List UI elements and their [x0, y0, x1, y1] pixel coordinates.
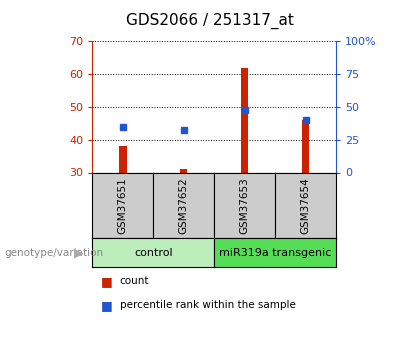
Text: GSM37652: GSM37652 — [179, 177, 189, 234]
Text: ■: ■ — [101, 299, 113, 312]
Text: percentile rank within the sample: percentile rank within the sample — [120, 300, 296, 310]
Text: genotype/variation: genotype/variation — [4, 248, 103, 258]
Text: GSM37654: GSM37654 — [301, 177, 310, 234]
Text: control: control — [134, 248, 173, 258]
Bar — [241, 68, 248, 172]
Text: count: count — [120, 276, 149, 286]
Text: ■: ■ — [101, 275, 113, 288]
Bar — [302, 120, 309, 172]
Text: ▶: ▶ — [74, 246, 84, 259]
Bar — [119, 146, 126, 172]
Text: GDS2066 / 251317_at: GDS2066 / 251317_at — [126, 13, 294, 29]
Text: GSM37651: GSM37651 — [118, 177, 128, 234]
Bar — [180, 169, 187, 172]
Text: miR319a transgenic: miR319a transgenic — [219, 248, 331, 258]
Text: GSM37653: GSM37653 — [240, 177, 249, 234]
